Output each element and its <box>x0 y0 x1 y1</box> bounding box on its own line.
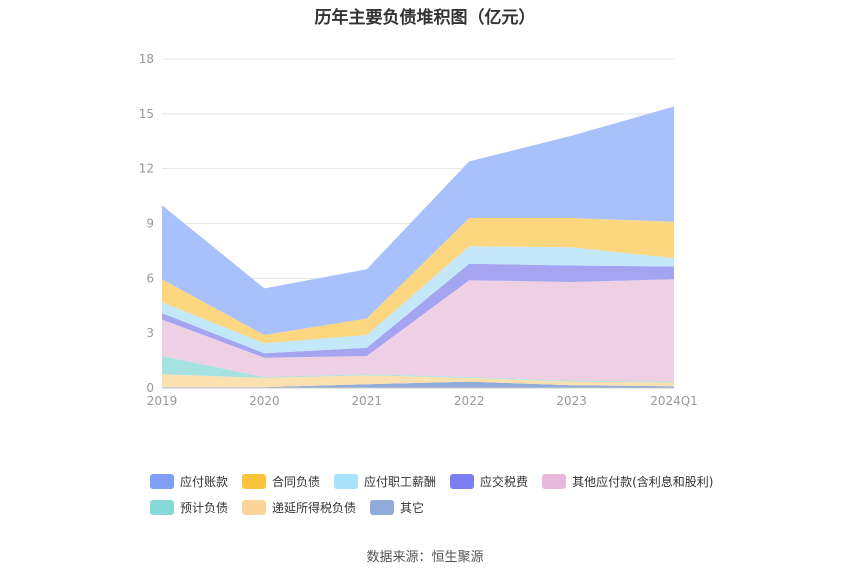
legend-label: 合同负债 <box>272 475 321 489</box>
legend-item[interactable]: 应付账款 <box>150 473 228 490</box>
legend-item[interactable]: 其他应付款(含利息和股利) <box>542 473 713 490</box>
area-series-应付账款 <box>162 106 674 335</box>
legend-label: 应付职工薪酬 <box>364 475 437 489</box>
y-tick-label: 18 <box>139 52 154 66</box>
source-note: 数据来源：恒生聚源 <box>366 550 484 565</box>
legend-label: 递延所得税负债 <box>272 501 357 515</box>
x-tick-label: 2023 <box>556 394 587 408</box>
y-tick-label: 9 <box>146 217 154 231</box>
legend-label: 应付账款 <box>180 475 229 489</box>
legend-item[interactable]: 合同负债 <box>242 473 320 490</box>
legend-item[interactable]: 其它 <box>370 499 424 516</box>
legend-label: 其它 <box>400 501 425 515</box>
legend-swatch <box>450 474 475 489</box>
legend-swatch <box>242 474 267 489</box>
legend-label: 应交税费 <box>480 475 529 489</box>
area-series-应交税费 <box>162 263 674 358</box>
legend-swatch <box>542 474 567 489</box>
legend-swatch <box>242 500 267 515</box>
area-series-其他应付款(含利息和股利) <box>162 279 674 382</box>
x-tick-label: 2024Q1 <box>650 394 698 408</box>
x-tick-label: 2020 <box>249 394 280 408</box>
legend-swatch <box>150 500 174 515</box>
legend: 应付账款 合同负债 应付职工薪酬 应交税费 其他应付款(含利息和股利) 预计负债 递延所得税… <box>150 473 750 525</box>
legend-item[interactable]: 递延所得税负债 <box>242 499 356 516</box>
legend-item[interactable]: 应付职工薪酬 <box>334 473 436 490</box>
axes: 0 3 6 9 12 15 18 2019 2020 2021 2022 2023 2024Q1 <box>139 52 698 408</box>
x-tick-label: 2019 <box>147 394 178 408</box>
area-series-应付职工薪酬 <box>162 246 674 354</box>
chart-title: 历年主要负债堆积图（亿元） <box>314 8 536 28</box>
area-series-其它 <box>162 381 674 388</box>
legend-label: 其他应付款(含利息和股利) <box>572 475 714 489</box>
y-tick-label: 0 <box>146 381 154 395</box>
legend-swatch <box>150 474 174 489</box>
y-tick-label: 3 <box>146 326 154 340</box>
y-tick-label: 6 <box>146 271 154 285</box>
legend-swatch <box>334 474 359 489</box>
y-tick-label: 12 <box>139 162 154 176</box>
area-series-递延所得税负债 <box>162 374 674 388</box>
y-tick-label: 15 <box>139 107 154 121</box>
x-tick-label: 2022 <box>454 394 485 408</box>
legend-label: 预计负债 <box>180 501 229 515</box>
area-series-合同负债 <box>162 218 674 344</box>
x-tick-label: 2021 <box>352 394 383 408</box>
legend-swatch <box>370 500 395 515</box>
area-series <box>162 106 674 388</box>
legend-item[interactable]: 预计负债 <box>150 499 228 516</box>
legend-item[interactable]: 应交税费 <box>450 473 528 490</box>
